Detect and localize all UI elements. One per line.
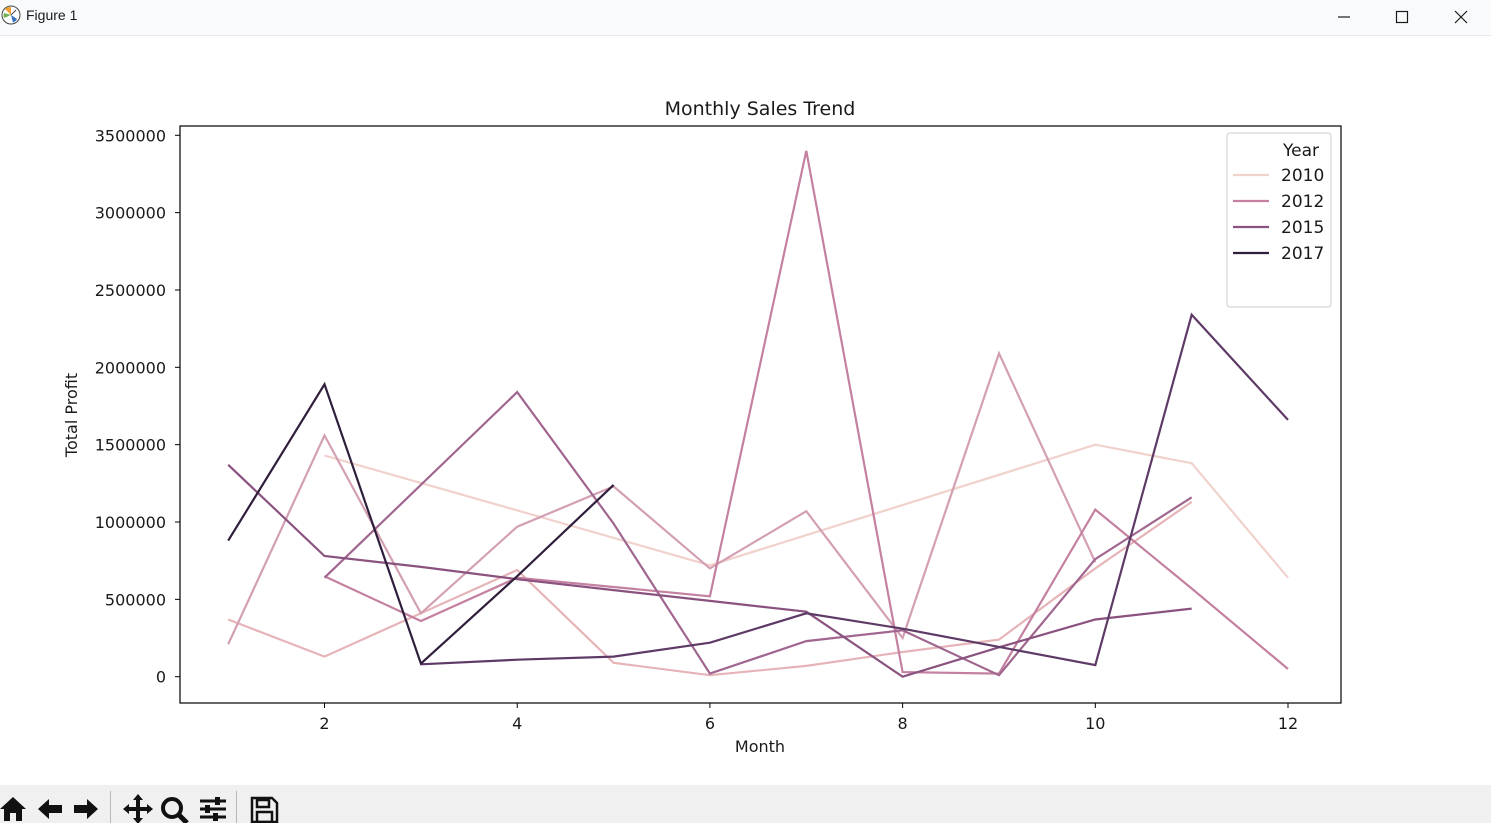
figure-canvas[interactable]: Monthly Sales Trend Month Total Profit 2… <box>0 36 1491 785</box>
zoom-button[interactable] <box>159 791 191 825</box>
y-tick-label: 2000000 <box>95 358 166 377</box>
chart-title: Monthly Sales Trend <box>665 98 856 120</box>
series-line-2010-0 <box>324 443 1289 579</box>
y-tick-label: 3000000 <box>95 204 166 223</box>
legend-label-2017: 2017 <box>1281 244 1324 264</box>
navigation-toolbar <box>0 785 1491 825</box>
window-title: Figure 1 <box>26 7 78 23</box>
close-button[interactable] <box>1432 0 1490 33</box>
legend-label-2010: 2010 <box>1281 166 1324 186</box>
x-tick-label: 2 <box>319 714 329 733</box>
window-titlebar: Figure 1 <box>0 0 1491 36</box>
maximize-icon <box>1395 10 1409 24</box>
x-tick-label: 12 <box>1278 714 1298 733</box>
series-line-2010-1 <box>227 500 1193 677</box>
y-tick-label: 500000 <box>105 590 166 609</box>
line-chart: Monthly Sales Trend Month Total Profit 2… <box>62 98 1342 756</box>
y-axis-label: Total Profit <box>62 373 81 458</box>
forward-icon <box>74 799 98 819</box>
axes-frame <box>179 125 1342 704</box>
legend-label-2015: 2015 <box>1281 218 1324 238</box>
minimize-icon <box>1338 16 1350 18</box>
plot-area: 2 4 6 8 10 12 0 500000 1000000 1500000 2000000 2500… <box>95 125 1342 733</box>
toolbar-separator <box>110 791 111 823</box>
save-icon <box>250 796 279 824</box>
x-axis-label: Month <box>735 737 785 756</box>
configure-subplots-icon <box>200 797 226 821</box>
y-tick-label: 2500000 <box>95 281 166 300</box>
pan-icon <box>123 794 153 824</box>
x-tick-label: 6 <box>705 714 715 733</box>
back-button[interactable] <box>34 791 66 823</box>
series-line-2012-3 <box>324 150 1289 675</box>
y-tick-label: 1000000 <box>95 513 166 532</box>
legend-label-2012: 2012 <box>1281 192 1324 212</box>
y-tick-label: 3500000 <box>95 126 166 145</box>
y-tick-label: 0 <box>156 668 166 687</box>
minimize-button[interactable] <box>1315 0 1373 33</box>
close-icon <box>1454 10 1468 24</box>
forward-button[interactable] <box>70 791 102 823</box>
maximize-button[interactable] <box>1373 0 1431 33</box>
series-line-2015-4 <box>323 390 1193 677</box>
y-tick-label: 1500000 <box>95 436 166 455</box>
legend-title: Year <box>1282 141 1319 161</box>
home-button[interactable] <box>0 791 29 823</box>
x-tick-label: 10 <box>1085 714 1105 733</box>
series-line-2017-6 <box>420 312 1289 667</box>
zoom-icon <box>161 797 189 825</box>
pan-button[interactable] <box>122 791 154 824</box>
toolbar-separator <box>236 791 237 823</box>
back-icon <box>38 799 62 819</box>
home-icon <box>0 797 26 821</box>
legend-box <box>1226 132 1332 308</box>
series-line-2017-7 <box>227 381 615 666</box>
configure-subplots-button[interactable] <box>197 791 229 823</box>
series-line-2015-5 <box>227 464 1192 678</box>
x-tick-label: 8 <box>898 714 908 733</box>
save-button[interactable] <box>248 791 280 824</box>
matplotlib-app-icon <box>1 5 21 25</box>
x-tick-label: 4 <box>512 714 522 733</box>
